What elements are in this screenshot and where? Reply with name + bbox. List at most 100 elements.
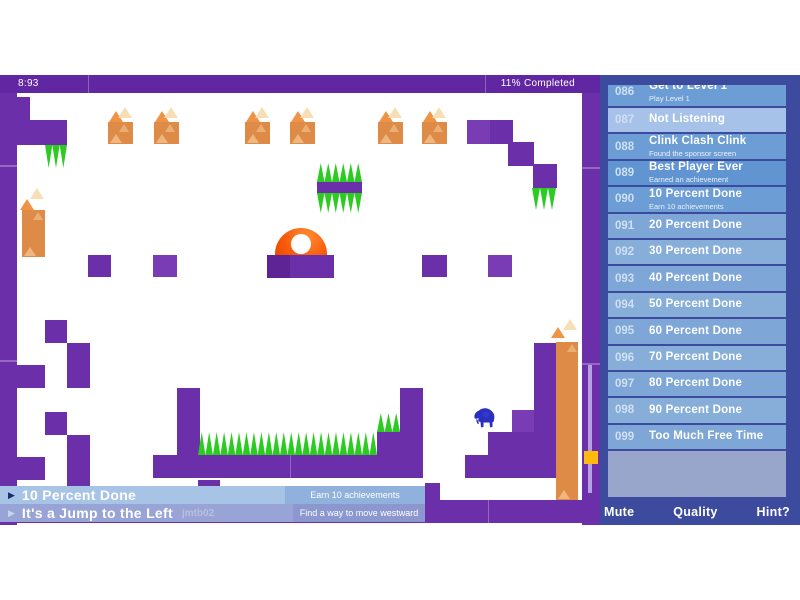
achievement-subtitle: Play Level 1 [649,93,690,103]
achievement-row: 092 30 Percent Done [608,239,786,267]
achievement-number: 092 [615,246,635,259]
achievement-title: Too Much Free Time [649,430,764,443]
achievement-list[interactable]: 086 Get to Level 1 Play Level 1 087 Not List… [608,85,786,452]
divider [582,363,600,365]
timer-label: 8:93 [18,78,39,89]
achievement-number: 094 [615,298,635,311]
completion-label: 11% Completed [500,78,575,89]
achievement-title: 40 Percent Done [649,271,743,284]
platform-block [45,320,67,343]
achievement-row: 088 Clink Clash Clink Found the sponsor sc… [608,134,786,161]
achievement-row: 094 50 Percent Done [608,292,786,320]
achievement-number: 096 [615,351,635,364]
triangle-marker-icon [388,107,402,118]
achievement-title: 70 Percent Done [649,350,743,363]
platform-block [17,120,67,145]
platform-block [465,455,534,478]
platform-block [0,365,45,388]
achievement-number: 087 [615,114,635,127]
achievement-row: 086 Get to Level 1 Play Level 1 [608,85,786,108]
achievement-number: 089 [615,166,635,179]
achievement-row: 089 Best Player Ever Earned an achievement [608,160,786,188]
achievement-list-footer [608,451,786,497]
platform-block [582,75,600,525]
achievement-row: 093 40 Percent Done [608,266,786,293]
platform-block [67,343,90,388]
platform-block [488,255,512,277]
platform-block [88,255,111,277]
platform-block [17,97,30,120]
achievement-number: 090 [615,193,635,206]
triangle-marker-icon [563,319,577,330]
platform-block [422,255,447,277]
crate-column [556,342,578,500]
achievement-row: 087 Not Listening [608,108,786,135]
achievement-number: 093 [615,272,635,285]
achievement-title: 80 Percent Done [649,377,743,390]
achievement-row: 096 70 Percent Done [608,345,786,372]
platform-block [67,435,90,480]
achievement-banner: ▶ It's a Jump to the Left jmtb02 Find a … [0,504,425,522]
divider [582,167,600,169]
platform-block [467,120,490,144]
mute-button[interactable]: Mute [604,505,635,519]
crate-block [108,122,133,144]
platform-block [533,164,557,188]
banner-detail: Find a way to move westward [293,504,425,522]
divider [0,360,17,362]
achievement-subtitle: Found the sponsor screen [649,148,737,158]
divider [0,165,17,167]
platform-block [508,142,534,166]
achievement-number: 098 [615,404,635,417]
divider [488,500,489,523]
achievement-title: 90 Percent Done [649,403,743,416]
hint-button[interactable]: Hint? [756,505,790,519]
platform-block [534,343,556,478]
spikes-hanging [45,145,67,168]
achievement-subtitle: Earn 10 achievements [649,201,724,211]
platform-block [425,483,440,523]
pickup-item [584,451,598,464]
platform-block [0,75,17,525]
triangle-marker-icon [379,111,393,122]
banner-title: 10 Percent Done [21,487,137,503]
triangle-marker-icon [423,111,437,122]
achievement-banner: ▶ 10 Percent Done Earn 10 achievements [0,486,425,504]
achievement-row: 095 60 Percent Done [608,319,786,346]
achievement-title: 50 Percent Done [649,298,743,311]
triangle-marker-icon [155,111,169,122]
game-canvas[interactable]: 8:93 11% Completed [0,75,600,525]
spikes-up [317,163,362,182]
banner-detail: Earn 10 achievements [285,486,425,504]
triangle-marker-icon [291,111,305,122]
platform-block [377,432,400,455]
platform-block [153,455,423,478]
crate-column [22,210,45,257]
achievement-row: 098 90 Percent Done [608,398,786,425]
achievement-title: 30 Percent Done [649,245,743,258]
triangle-marker-icon [255,107,269,118]
achievement-title: Best Player Ever [649,161,743,174]
triangle-marker-icon [164,107,178,118]
ball-character [275,228,327,255]
spike-pit [198,432,377,455]
crate-block [290,122,315,144]
platform-block [45,412,67,435]
triangle-marker-icon [109,111,123,122]
triangle-marker-icon [246,111,260,122]
quality-button[interactable]: Quality [673,505,718,519]
triangle-marker-icon [118,107,132,118]
triangle-marker-icon [432,107,446,118]
crate-block [422,122,447,144]
achievement-number: 095 [615,325,635,338]
achievement-row: 091 20 Percent Done [608,213,786,240]
crate-block [378,122,403,144]
achievement-title: Get to Level 1 [649,85,728,92]
achievement-number: 099 [615,430,635,443]
achievement-number: 097 [615,378,635,391]
achievement-row: 097 80 Percent Done [608,371,786,399]
divider [290,455,291,478]
achievement-title: 10 Percent Done [649,187,743,200]
elephant-player [472,405,497,430]
